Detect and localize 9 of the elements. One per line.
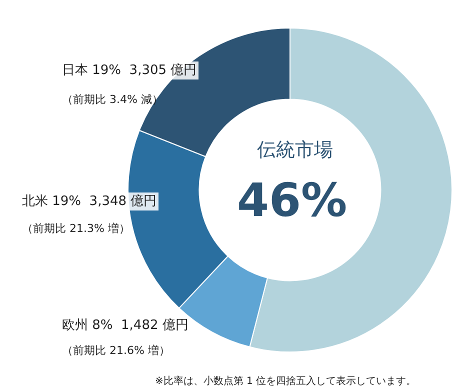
text: 46% [237, 173, 348, 227]
slice-label: 欧州 8% 1,482 億円 [62, 318, 188, 333]
text: （前期比 21.3% 増） [22, 222, 130, 235]
text: 伝統市場 [257, 139, 333, 161]
slice-label: 日本 19% 3,305 億円 [62, 63, 197, 78]
slice-label: 北米 19% 3,348 億円 [22, 194, 157, 209]
text: （前期比 3.4% 減） [62, 93, 163, 106]
text: ※比率は、小数点第 1 位を四捨五入して表示しています。 [155, 375, 416, 387]
text: （前期比 21.6% 増） [62, 344, 170, 357]
